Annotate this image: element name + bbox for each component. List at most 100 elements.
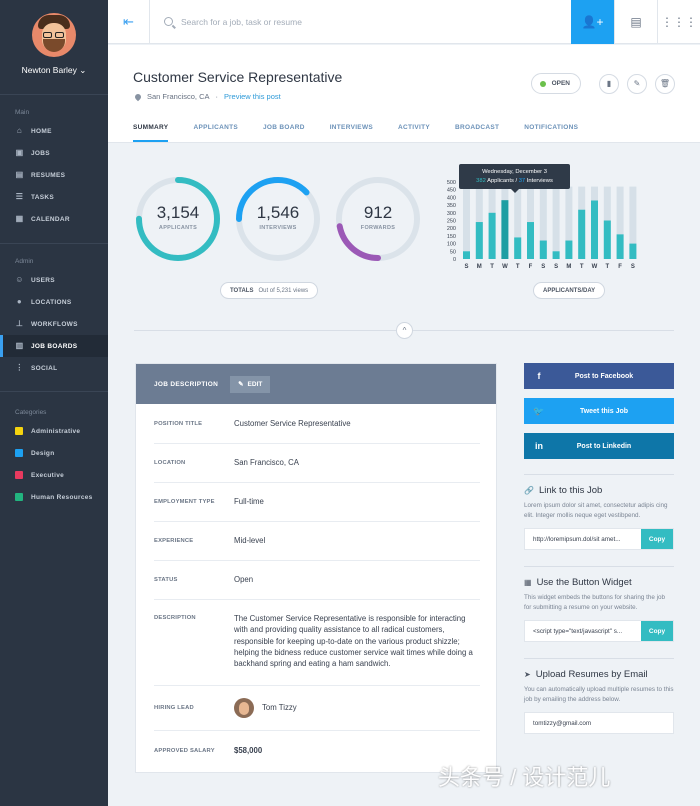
linkedin-label: Post to Linkedin xyxy=(576,442,632,450)
bar[interactable] xyxy=(475,222,483,259)
collapse-chevron-icon[interactable]: ^ xyxy=(396,322,413,339)
pencil-icon: ✎ xyxy=(238,381,244,388)
job-location: San Francisco, CA xyxy=(147,92,210,101)
forwards-label: FORWARDS xyxy=(360,225,396,231)
x-tick-label: F xyxy=(618,264,622,270)
bar[interactable] xyxy=(629,243,637,259)
sidebar-item-calendar[interactable]: ▦ CALENDAR xyxy=(0,208,108,230)
category-item-executive[interactable]: Executive xyxy=(0,464,108,486)
category-item-design[interactable]: Design xyxy=(0,442,108,464)
category-label: Executive xyxy=(31,471,65,479)
sidebar-item-workflows[interactable]: ⊥ WORKFLOWS xyxy=(0,313,108,335)
sidebar-item-social[interactable]: ⋮ SOCIAL xyxy=(0,357,108,379)
user-profile[interactable]: Newton Barley ⌄ xyxy=(0,0,108,95)
button-widget: ▦ Use the Button Widget This widget embed… xyxy=(524,566,674,642)
category-item-administrative[interactable]: Administrative xyxy=(0,420,108,442)
briefcase-icon: ▣ xyxy=(15,148,24,157)
sidebar-item-users[interactable]: ☺ USERS xyxy=(0,269,108,291)
totals-pill[interactable]: TOTALS Out of 5,231 views xyxy=(220,282,319,299)
interviews-ring: 1,546 INTERVIEWS xyxy=(235,176,321,262)
sidebar-item-label: JOBS xyxy=(31,149,50,157)
detail-key: LOCATION xyxy=(154,460,186,466)
y-tick-label: 100 xyxy=(447,242,456,248)
status-label: OPEN xyxy=(551,80,570,87)
home-icon: ⌂ xyxy=(16,126,23,135)
pin-icon: ● xyxy=(16,297,23,306)
button-widget-desc: This widget embeds the buttons for shari… xyxy=(524,594,666,611)
x-tick-label: S xyxy=(554,264,558,270)
bar[interactable] xyxy=(539,240,547,259)
sidebar-item-tasks[interactable]: ☰ TASKS xyxy=(0,186,108,208)
preview-post-link[interactable]: Preview this post xyxy=(224,92,281,101)
applicants-label: APPLICANTS xyxy=(158,225,198,231)
sidebar-item-job-boards[interactable]: ▥ JOB BOARDS xyxy=(0,335,108,357)
post-to-linkedin-button[interactable]: in Post to Linkedin xyxy=(524,433,674,459)
detail-row-approved-salary: APPROVED SALARY $58,000 xyxy=(154,731,480,771)
y-tick-label: 50 xyxy=(450,249,456,255)
bar-background xyxy=(629,186,637,259)
bar[interactable] xyxy=(463,251,470,259)
applicants-ring: 3,154 APPLICANTS xyxy=(135,176,221,262)
status-badge[interactable]: OPEN xyxy=(530,73,581,94)
tab-broadcast[interactable]: BROADCAST xyxy=(455,124,500,131)
detail-value: The Customer Service Representative is r… xyxy=(234,614,473,669)
copy-link-button[interactable]: Copy xyxy=(641,529,673,549)
x-tick-label: S xyxy=(541,264,545,270)
bar[interactable] xyxy=(578,209,586,259)
tab-activity[interactable]: ACTIVITY xyxy=(398,124,431,131)
users-icon: ☺ xyxy=(15,275,24,284)
delete-button[interactable]: 🗑 xyxy=(655,73,675,94)
link-icon: 🔗 xyxy=(524,486,534,495)
collapse-sidebar-icon[interactable]: ⇤ xyxy=(108,0,150,44)
bar[interactable] xyxy=(603,220,611,260)
bar[interactable] xyxy=(565,240,573,259)
applicants-per-day-pill[interactable]: APPLICANTS/DAY xyxy=(533,282,606,299)
sidebar-item-home[interactable]: ⌂ HOME xyxy=(0,120,108,142)
link-value[interactable]: http://loremipsum.dol/sit amet... xyxy=(533,535,621,543)
link-widget-desc: Lorem ipsum dolor sit amet, consectetur … xyxy=(524,502,668,519)
tab-bar: SUMMARY APPLICANTS JOB BOARD INTERVIEWS … xyxy=(133,124,603,142)
tab-interviews[interactable]: INTERVIEWS xyxy=(329,124,374,131)
code-icon: ▦ xyxy=(524,578,532,587)
search-input[interactable]: Search for a job, task or resume xyxy=(150,17,571,27)
email-value[interactable]: tomtizzy@gmail.com xyxy=(533,719,592,727)
divider xyxy=(0,243,108,244)
edit-button[interactable]: ✎ xyxy=(627,73,647,94)
hierarchy-icon: ⊥ xyxy=(15,319,24,328)
sidebar-item-resumes[interactable]: ▤ RESUMES xyxy=(0,164,108,186)
bar[interactable] xyxy=(591,200,598,259)
edit-description-button[interactable]: ✎ EDIT xyxy=(230,375,271,393)
apps-grid-button[interactable]: ⋮⋮⋮ xyxy=(657,0,700,44)
sidebar-item-label: JOB BOARDS xyxy=(31,342,78,350)
detail-value: Mid-level xyxy=(234,536,266,546)
notes-button[interactable]: ▤ xyxy=(614,0,657,44)
detail-row-position-title: POSITION TITLE Customer Service Represent… xyxy=(154,404,480,444)
bookmark-button[interactable]: ▮ xyxy=(599,73,619,94)
post-to-facebook-button[interactable]: f Post to Facebook xyxy=(524,363,674,389)
copy-embed-button[interactable]: Copy xyxy=(641,621,673,641)
detail-key: DESCRIPTION xyxy=(154,615,196,621)
status-dot-icon xyxy=(539,80,546,87)
bar[interactable] xyxy=(501,200,509,259)
bar[interactable] xyxy=(552,251,560,259)
sidebar-item-locations[interactable]: ● LOCATIONS xyxy=(0,291,108,313)
job-header: Customer Service Representative San Fran… xyxy=(108,45,700,143)
bar[interactable] xyxy=(488,212,496,259)
category-item-human-resources[interactable]: Human Resources xyxy=(0,486,108,508)
tab-applicants[interactable]: APPLICANTS xyxy=(193,124,238,131)
add-user-button[interactable]: 👤+ xyxy=(571,0,614,44)
bar[interactable] xyxy=(616,234,624,259)
detail-value: San Francisco, CA xyxy=(234,458,299,468)
tweet-job-button[interactable]: 🐦 Tweet this Job xyxy=(524,398,674,424)
sidebar-item-label: WORKFLOWS xyxy=(31,320,78,328)
bar[interactable] xyxy=(514,237,522,259)
upload-widget: ➤ Upload Resumes by Email You can automat… xyxy=(524,658,674,734)
sidebar-item-jobs[interactable]: ▣ JOBS xyxy=(0,142,108,164)
embed-value[interactable]: <script type="text/javascript" s... xyxy=(533,627,623,635)
bar[interactable] xyxy=(527,222,534,259)
detail-row-status: STATUS Open xyxy=(154,561,480,600)
tab-job-board[interactable]: JOB BOARD xyxy=(262,124,305,131)
user-name[interactable]: Newton Barley ⌄ xyxy=(21,65,87,75)
tab-summary[interactable]: SUMMARY xyxy=(133,124,169,142)
tab-notifications[interactable]: NOTIFICATIONS xyxy=(524,124,579,131)
